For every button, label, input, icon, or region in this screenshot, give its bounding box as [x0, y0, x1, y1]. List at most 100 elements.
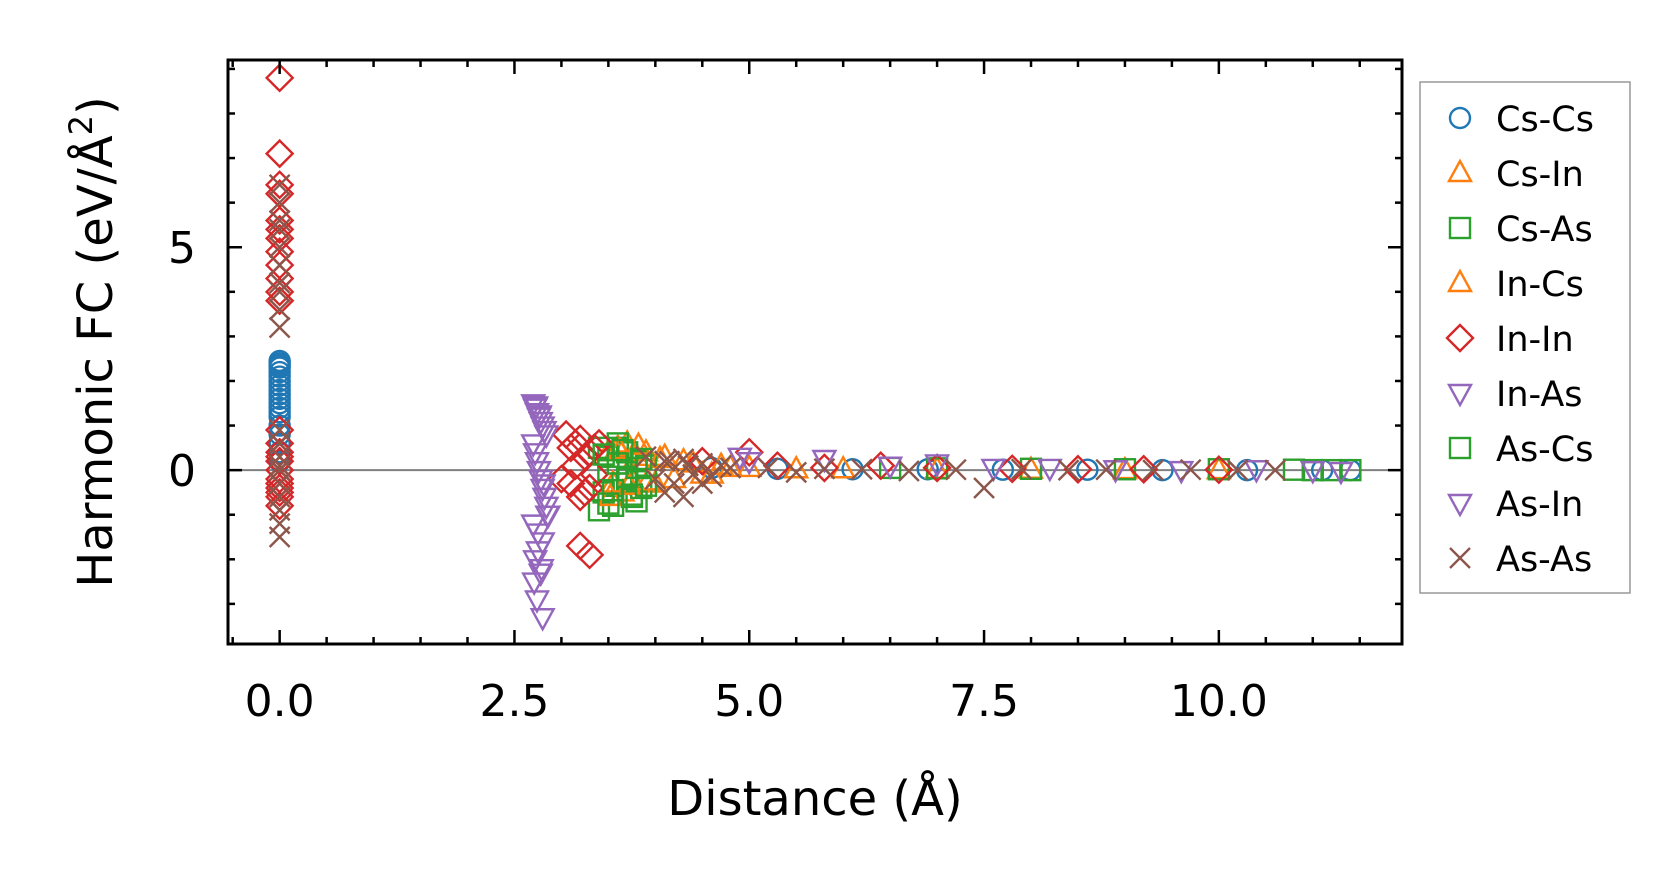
legend-label: In-In: [1496, 320, 1574, 360]
data-point-as-in: [1243, 460, 1270, 484]
data-point-in-in: [574, 540, 605, 570]
legend-label: As-As: [1496, 540, 1592, 580]
data-point-in-in: [809, 453, 840, 483]
x-tick-label: 10.0: [1170, 676, 1268, 727]
data-point-as-as: [672, 486, 695, 508]
data-point-cs-cs: [268, 405, 291, 428]
series-as-in: [521, 396, 1354, 597]
x-tick-label: 0.0: [245, 676, 315, 727]
data-point-cs-as: [1207, 458, 1231, 481]
data-point-in-in: [560, 450, 591, 481]
data-point-as-as: [813, 457, 836, 480]
data-point-as-as: [268, 173, 291, 196]
data-point-as-in: [526, 405, 553, 429]
legend-label: In-As: [1496, 375, 1583, 415]
plot-frame: [226, 58, 1404, 646]
data-point-as-as: [1264, 459, 1287, 481]
legend-marker-cs-cs: [1448, 106, 1472, 130]
data-point-as-as: [691, 472, 714, 495]
data-point-as-in: [924, 454, 951, 478]
data-point-cs-as: [1320, 458, 1343, 482]
data-point-cs-as: [925, 457, 949, 480]
data-point-as-in: [530, 474, 557, 499]
y-axis-title-close: ): [68, 96, 124, 115]
legend-item-as-cs: As-Cs: [1448, 430, 1593, 470]
legend-item-in-cs: In-Cs: [1446, 265, 1584, 305]
data-point-in-as: [534, 505, 561, 530]
data-point-as-as: [851, 458, 873, 481]
y-tick-label: 5: [168, 223, 196, 274]
data-point-as-as: [677, 454, 700, 477]
data-point-as-as: [1179, 458, 1202, 481]
data-point-as-cs: [634, 474, 658, 497]
legend-marker-in-as: [1446, 383, 1474, 408]
data-point-as-as: [268, 236, 291, 259]
x-tick-label: 7.5: [949, 676, 1019, 727]
data-point-as-as: [644, 468, 667, 490]
data-point-in-as: [529, 608, 556, 632]
data-point-cs-cs: [268, 432, 291, 455]
data-point-as-as: [710, 454, 732, 477]
y-axis-title: Harmonic FC (eV/Å2): [62, 96, 124, 588]
data-point-as-as: [268, 280, 291, 303]
data-point-as-as: [785, 461, 808, 484]
data-point-as-as: [268, 454, 291, 477]
legend-marker-in-in: [1445, 323, 1475, 353]
data-point-as-in: [811, 449, 838, 474]
data-point-as-in: [877, 456, 904, 481]
axis-ticks: [228, 60, 1402, 644]
data-point-in-in: [556, 468, 586, 499]
x-tick-label: 2.5: [479, 676, 549, 727]
data-point-in-in: [264, 277, 295, 307]
legend-label: Cs-Cs: [1496, 100, 1594, 140]
data-point-as-in: [1036, 458, 1063, 483]
data-point-in-in: [579, 459, 609, 490]
data-point-in-in: [264, 170, 295, 200]
legend-item-as-as: As-As: [1449, 540, 1592, 580]
x-axis-title: Distance (Å): [667, 770, 962, 827]
data-point-in-in: [264, 63, 295, 93]
data-point-as-as: [268, 298, 291, 321]
data-point-as-as: [268, 526, 291, 548]
data-point-as-as: [757, 457, 779, 479]
legend: Cs-Cs Cs-In Cs-As In-Cs In-In In-As As-Cs As-In…: [1419, 81, 1631, 594]
legend-item-in-in: In-In: [1445, 320, 1574, 360]
data-point-as-as: [268, 272, 291, 294]
y-tick-label: 0: [168, 446, 196, 497]
data-point-as-as: [898, 460, 920, 482]
data-point-as-in: [726, 447, 753, 472]
data-point-cs-cs: [1076, 458, 1099, 481]
legend-marker-cs-as: [1448, 216, 1472, 240]
data-points: [264, 63, 1362, 632]
data-point-in-in: [1204, 454, 1234, 485]
y-axis-title-superscript: 2: [62, 115, 100, 135]
data-point-as-as: [1142, 459, 1164, 481]
legend-item-as-in: As-In: [1446, 485, 1583, 525]
legend-marker-cs-in: [1446, 158, 1474, 183]
data-point-as-as: [1226, 459, 1249, 481]
data-point-as-in: [524, 541, 551, 565]
y-axis-title-main: Harmonic FC (eV/Å: [67, 135, 124, 588]
legend-label: In-Cs: [1496, 265, 1584, 305]
axis-tick-labels: 0.0 2.5 5.0 7.5 10.0 0 5: [168, 223, 1268, 727]
x-tick-label: 5.0: [714, 676, 784, 727]
legend-label: As-In: [1496, 485, 1583, 525]
data-point-cs-as: [1282, 458, 1306, 481]
data-point-in-as: [523, 590, 551, 614]
data-point-in-in: [866, 450, 896, 481]
data-point-as-as: [719, 457, 742, 479]
data-point-in-in: [1129, 454, 1159, 484]
data-point-in-in: [264, 138, 295, 169]
data-point-as-as: [700, 465, 723, 488]
series-as-cs: [592, 438, 658, 515]
data-point-as-cs: [601, 478, 625, 502]
legend-label: As-Cs: [1496, 430, 1593, 470]
legend-item-in-as: In-As: [1446, 375, 1583, 415]
legend-marker-as-as: [1449, 547, 1471, 569]
data-point-in-in: [997, 454, 1027, 484]
data-point-as-as: [268, 316, 291, 339]
data-point-as-as: [945, 458, 967, 481]
data-point-in-in: [584, 428, 614, 459]
data-point-as-in: [1299, 460, 1326, 485]
data-point-cs-as: [1339, 458, 1362, 482]
